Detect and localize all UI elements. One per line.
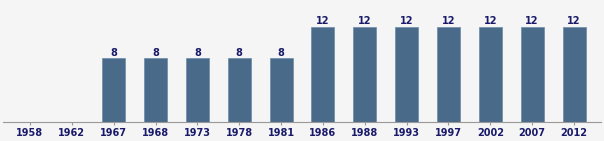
- Bar: [312, 27, 335, 122]
- Bar: [353, 27, 376, 122]
- Text: 12: 12: [567, 16, 581, 26]
- Bar: [479, 27, 502, 122]
- Text: 8: 8: [111, 48, 117, 58]
- Bar: [521, 27, 544, 122]
- Bar: [144, 58, 167, 122]
- Bar: [186, 58, 209, 122]
- Text: 8: 8: [236, 48, 243, 58]
- Text: 8: 8: [278, 48, 284, 58]
- Text: 12: 12: [400, 16, 413, 26]
- Bar: [228, 58, 251, 122]
- Text: 12: 12: [316, 16, 330, 26]
- Bar: [269, 58, 292, 122]
- Text: 12: 12: [525, 16, 539, 26]
- Bar: [102, 58, 125, 122]
- Text: 12: 12: [484, 16, 497, 26]
- Text: 8: 8: [194, 48, 201, 58]
- Text: 12: 12: [358, 16, 371, 26]
- Text: 8: 8: [152, 48, 159, 58]
- Text: 12: 12: [442, 16, 455, 26]
- Bar: [395, 27, 418, 122]
- Bar: [437, 27, 460, 122]
- Bar: [562, 27, 585, 122]
